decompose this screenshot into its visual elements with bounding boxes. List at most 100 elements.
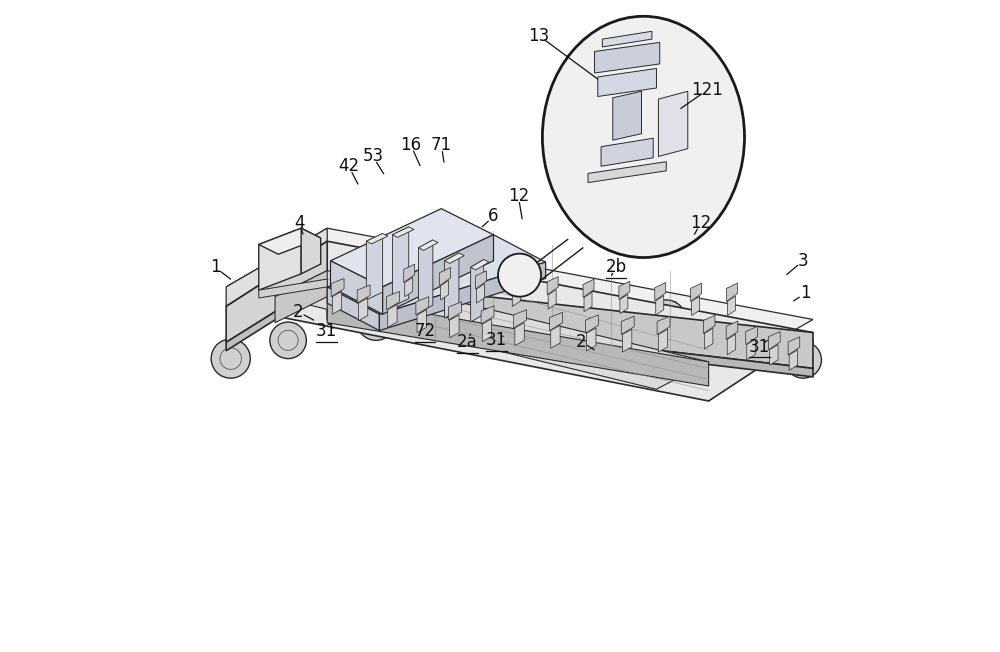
Polygon shape (515, 323, 524, 346)
Polygon shape (366, 233, 383, 300)
Polygon shape (259, 228, 301, 290)
Polygon shape (657, 316, 670, 334)
Polygon shape (301, 228, 321, 274)
Polygon shape (476, 284, 484, 303)
Text: 16: 16 (400, 136, 421, 154)
Polygon shape (598, 68, 656, 96)
Polygon shape (656, 302, 676, 323)
Polygon shape (331, 278, 344, 297)
Polygon shape (445, 253, 464, 263)
Polygon shape (769, 331, 780, 349)
Ellipse shape (542, 16, 745, 258)
Polygon shape (226, 241, 813, 401)
Polygon shape (547, 276, 558, 295)
Polygon shape (595, 42, 660, 73)
Polygon shape (747, 339, 755, 360)
Polygon shape (621, 316, 634, 334)
Polygon shape (330, 209, 493, 287)
Polygon shape (279, 324, 297, 344)
Polygon shape (332, 291, 342, 314)
Polygon shape (727, 296, 735, 316)
Polygon shape (727, 334, 736, 355)
Text: 2: 2 (576, 333, 587, 351)
Polygon shape (419, 240, 433, 313)
Polygon shape (703, 315, 715, 333)
Polygon shape (275, 271, 327, 323)
Polygon shape (445, 253, 459, 318)
Text: 1: 1 (800, 284, 810, 303)
Polygon shape (405, 277, 413, 297)
Polygon shape (441, 280, 449, 300)
Polygon shape (481, 306, 494, 324)
Polygon shape (259, 279, 327, 298)
Text: 71: 71 (431, 136, 452, 154)
Polygon shape (471, 259, 489, 270)
Polygon shape (330, 261, 383, 314)
Polygon shape (417, 310, 426, 333)
Polygon shape (691, 283, 702, 301)
Polygon shape (471, 259, 484, 322)
Polygon shape (794, 344, 812, 364)
Text: 2b: 2b (605, 258, 627, 276)
Polygon shape (388, 304, 397, 327)
Polygon shape (751, 328, 771, 349)
Polygon shape (656, 295, 664, 315)
Polygon shape (327, 312, 813, 377)
Polygon shape (327, 248, 813, 359)
Polygon shape (658, 91, 688, 156)
Polygon shape (516, 291, 537, 314)
Text: 72: 72 (414, 322, 436, 340)
Polygon shape (619, 281, 630, 299)
Polygon shape (482, 319, 492, 342)
Polygon shape (770, 344, 778, 365)
Polygon shape (327, 235, 546, 314)
Polygon shape (327, 279, 813, 368)
Polygon shape (379, 262, 546, 331)
Text: 13: 13 (528, 27, 550, 45)
Polygon shape (358, 298, 368, 321)
Polygon shape (548, 289, 556, 309)
Polygon shape (622, 329, 632, 352)
Polygon shape (746, 326, 757, 344)
Polygon shape (366, 233, 388, 244)
Polygon shape (327, 297, 709, 386)
Circle shape (647, 300, 686, 339)
Text: 4: 4 (294, 214, 304, 232)
Circle shape (270, 322, 306, 359)
Polygon shape (221, 341, 241, 363)
Text: 1: 1 (210, 258, 220, 276)
Polygon shape (588, 162, 666, 183)
Polygon shape (259, 228, 321, 254)
Polygon shape (392, 227, 409, 306)
Polygon shape (226, 241, 327, 342)
Polygon shape (450, 315, 459, 338)
Text: 53: 53 (362, 147, 383, 166)
Polygon shape (226, 228, 327, 306)
Text: 42: 42 (338, 157, 359, 175)
Text: 31: 31 (749, 338, 770, 356)
Polygon shape (404, 264, 415, 282)
Polygon shape (392, 227, 414, 237)
Polygon shape (788, 336, 800, 355)
Circle shape (785, 342, 821, 378)
Polygon shape (584, 292, 592, 312)
Polygon shape (440, 267, 451, 286)
Polygon shape (366, 303, 386, 325)
Polygon shape (383, 235, 493, 314)
Polygon shape (601, 138, 653, 166)
Polygon shape (357, 285, 370, 303)
Polygon shape (448, 302, 461, 320)
Text: 31: 31 (316, 322, 337, 340)
Polygon shape (613, 91, 641, 140)
Text: 31: 31 (486, 331, 507, 349)
Circle shape (498, 254, 541, 297)
Text: 121: 121 (691, 81, 723, 99)
Polygon shape (789, 349, 798, 370)
Text: 6: 6 (488, 207, 499, 226)
Polygon shape (704, 328, 713, 349)
Polygon shape (275, 271, 709, 389)
Polygon shape (550, 312, 562, 331)
Polygon shape (655, 282, 666, 301)
Text: 12: 12 (508, 186, 529, 205)
Circle shape (741, 326, 780, 365)
